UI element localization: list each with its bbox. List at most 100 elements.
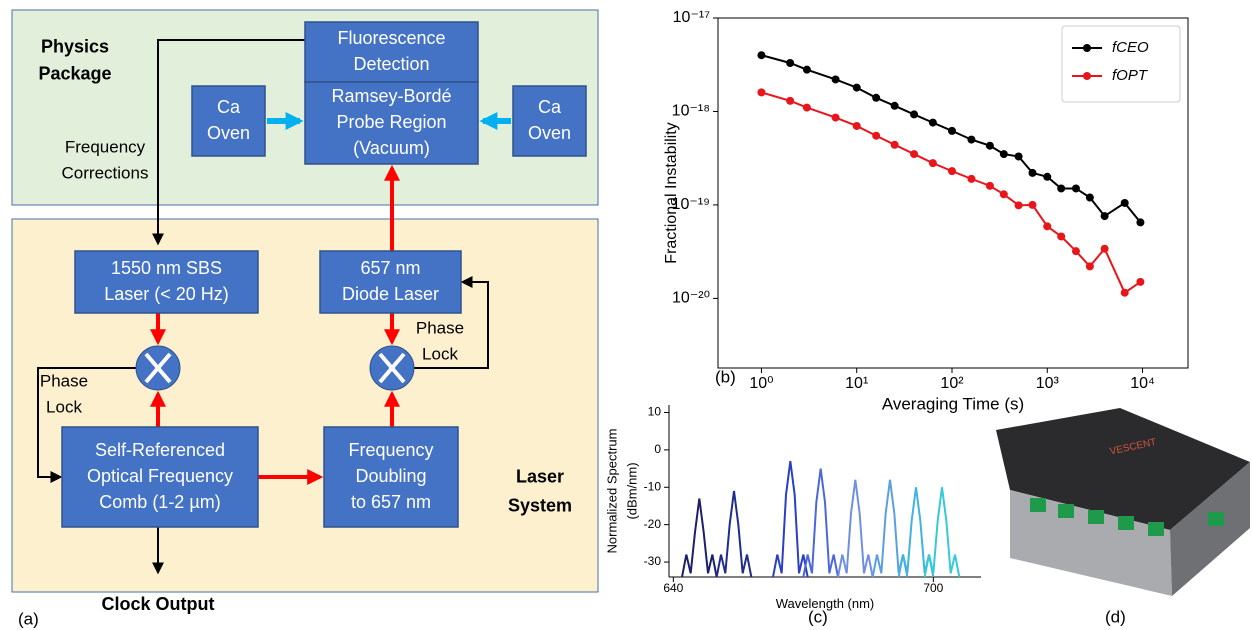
data-point [985,141,994,150]
series-line [761,91,1141,295]
data-point [1057,232,1066,241]
block-label: Ca [538,97,562,117]
block-label: Ca [217,97,241,117]
x-tick-label: 10⁴ [1130,375,1155,392]
data-point [1071,247,1080,256]
x-tick-label: 10¹ [845,375,868,392]
data-point [1028,200,1037,209]
data-point [967,135,976,144]
data-point [1028,168,1037,177]
legend [1061,25,1181,103]
data-point [967,174,976,183]
data-point [872,93,881,102]
data-point [831,75,840,84]
region-label: Package [38,63,111,83]
block-label: 1550 nm SBS [111,258,222,278]
block-label: Oven [528,123,571,143]
data-point [947,126,956,135]
annotation: Phase [416,318,464,337]
region-label: Laser [516,466,564,486]
x-axis-label: Averaging Time (s) [882,394,1024,413]
y-tick-label: -20 [644,517,662,531]
data-point [999,190,1008,199]
series-line [837,479,874,578]
block [323,426,459,528]
series-line [715,490,753,578]
y-tick-label: -30 [644,554,662,568]
data-point [928,159,937,168]
block-label: Self-Referenced [95,440,225,460]
panel-label: (c) [808,607,828,626]
series-line [802,468,839,578]
series-line [761,54,1142,224]
data-point [910,150,919,159]
annotation: Lock [422,344,458,363]
mixers [135,345,415,391]
data-point [1120,288,1129,297]
data-point [928,118,937,127]
data-point [1014,201,1023,210]
block-label: (Vacuum) [353,138,430,158]
y-axis-label: Fractional Instability [663,122,680,263]
legend-label: fCEO [1112,39,1149,56]
data-point [852,83,861,92]
block [191,85,266,157]
data-point [1136,277,1145,286]
block-label: Oven [207,123,250,143]
data-point [852,121,861,130]
y-tick-label: -10 [644,479,662,493]
legend-marker [1083,72,1091,80]
x-tick-label: 10² [940,375,964,392]
data-point [910,110,919,119]
block [304,81,479,165]
block-label: to 657 nm [351,492,431,512]
block-label: Doubling [355,466,426,486]
data-point [757,51,766,60]
data-point [1057,184,1066,193]
x-tick-label: 640 [663,581,683,595]
series-line [772,460,809,578]
y-tick-label: 10⁻²⁰ [672,290,710,307]
series-line [923,487,961,578]
data-point [1043,222,1052,231]
y-tick-label: 10 [648,405,662,419]
block-label: 657 nm [360,258,420,278]
y-axis-label: Normalized Spectrum [604,429,619,554]
block [61,426,259,528]
data-point [890,140,899,149]
output-label: Clock Output [102,594,215,614]
data-point [1014,152,1023,161]
region-label: Physics [41,36,109,56]
data-point [1043,172,1052,181]
data-point [1085,262,1094,271]
data-point [802,103,811,112]
data-point [1120,198,1129,207]
block-label: Optical Frequency [87,466,233,486]
block [304,21,479,83]
block-label: Frequency [348,440,433,460]
y-tick-label: 10⁻¹⁹ [672,196,710,213]
block [512,85,587,157]
optical-paths [150,164,400,485]
data-point [802,65,811,74]
y-tick-label: 0 [654,442,661,456]
data-point [1085,193,1094,202]
panel-label: (b) [715,367,736,386]
x-tick-label: 10⁰ [749,375,773,392]
data-point [1100,244,1109,253]
plot-frame [717,17,1189,369]
y-tick-label: 10⁻¹⁸ [672,103,710,120]
data-point [985,181,994,190]
block-label: Laser (< 20 Hz) [104,284,229,304]
data-point [1071,184,1080,193]
block-label: Detection [353,54,429,74]
data-point [786,96,795,105]
panel-label: (a) [18,609,39,628]
annotation: Phase [40,371,88,390]
y-axis-label: (dBm/nm) [624,462,639,519]
data-point [999,150,1008,159]
block-label: Ramsey-Bordé [331,86,451,106]
panel-label: (d) [1105,607,1126,626]
block-label: Comb (1-2 µm) [99,492,220,512]
annotation: Lock [46,397,82,416]
